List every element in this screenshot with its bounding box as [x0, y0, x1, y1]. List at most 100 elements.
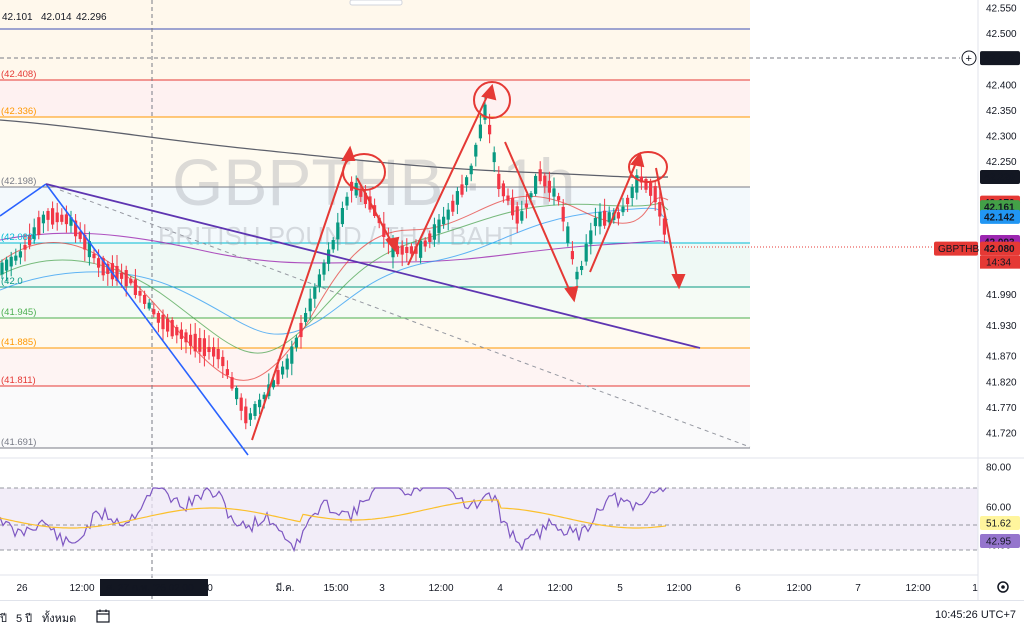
trendline-dashed[interactable]	[59, 189, 751, 448]
candle-body	[543, 175, 547, 187]
candle-body	[442, 216, 446, 225]
candle-body	[547, 180, 551, 193]
price-label-badge[interactable]	[980, 209, 1020, 224]
fib-label: (42.0	[1, 276, 23, 287]
candle-body	[28, 235, 32, 246]
candle-body	[313, 286, 317, 299]
price-tick-label: 42.500	[986, 29, 1017, 40]
price-label-badge[interactable]	[980, 241, 1020, 256]
candle-body	[248, 413, 252, 420]
rsi-value-badge[interactable]	[980, 534, 1020, 548]
candle-body	[55, 212, 59, 223]
candle-body	[101, 257, 105, 276]
price-tick-label: 41.870	[986, 352, 1017, 363]
candle-body	[156, 312, 160, 323]
candle-body	[644, 178, 648, 190]
candle-body	[465, 177, 469, 186]
candle-body	[175, 327, 179, 336]
candle-body	[198, 337, 202, 352]
candle-body	[322, 262, 326, 275]
candle-body	[598, 211, 602, 227]
symbol-tag[interactable]	[934, 241, 978, 256]
ohlc-low: 42.296	[76, 12, 107, 23]
candle-body	[423, 240, 427, 247]
candle-body	[207, 346, 211, 353]
fib-label: (41.811)	[1, 375, 36, 386]
candle-body	[23, 244, 27, 250]
candle-body	[179, 329, 183, 339]
candle-body	[97, 258, 101, 268]
price-label-badge[interactable]	[980, 169, 1020, 184]
candle-body	[110, 263, 114, 280]
candle-body	[524, 203, 528, 208]
candle-body	[285, 358, 289, 370]
time-axis[interactable]: 26 12:00 ศ. 27 ก.พ. '26 02:00 0 มี.ค. 15:00 3 1…	[16, 579, 978, 596]
calendar-icon[interactable]	[96, 609, 110, 623]
candle-body	[304, 312, 308, 322]
rsi-value-text: 42.95	[986, 537, 1011, 548]
candle-body	[262, 394, 266, 400]
price-axis[interactable]: 42.550 42.500 42.400 42.350 42.300 42.250 41.9…	[934, 4, 1020, 440]
candle-body	[92, 253, 96, 259]
candle-body	[271, 380, 275, 388]
price-label-text: 42.080	[984, 244, 1015, 255]
price-label-text: 42.452	[984, 54, 1015, 65]
candle-body	[290, 346, 294, 364]
time-tick-label: 7	[855, 583, 861, 594]
clock-display[interactable]: 10:45:26 UTC+7	[934, 609, 1016, 621]
range-button-all[interactable]: ทั้งหมด	[42, 613, 77, 625]
rsi-value-badge[interactable]	[980, 516, 1020, 530]
candle-body	[83, 234, 87, 250]
range-button-5y[interactable]: 5 ปี	[16, 613, 33, 625]
trendline-blue[interactable]	[45, 183, 249, 456]
fib-labels: (42.408) (42.336) (42.198) (42.089) (42.0 (41…	[1, 69, 36, 448]
time-tick-label: 12:00	[428, 583, 453, 594]
candle-body	[621, 206, 625, 213]
price-tick-label: 42.400	[986, 80, 1017, 91]
fib-label: (41.691)	[1, 437, 36, 448]
candle-body	[212, 347, 216, 357]
time-tick-label: 12:00	[69, 583, 94, 594]
candle-body	[497, 173, 501, 190]
candle-body	[281, 366, 285, 375]
candle-body	[244, 406, 248, 424]
rsi-line[interactable]	[0, 487, 667, 553]
candle-body	[18, 251, 22, 258]
range-button-year[interactable]: ปี	[0, 613, 7, 625]
candle-body	[488, 124, 492, 135]
candle-body	[340, 208, 344, 225]
add-alert-button[interactable]: +	[961, 50, 977, 66]
rsi-ma-line[interactable]	[0, 499, 667, 529]
candle-body	[230, 377, 234, 389]
trendline-purple[interactable]	[45, 183, 701, 349]
price-tick-label: 41.720	[986, 429, 1017, 440]
gear-icon[interactable]	[997, 581, 1009, 593]
trendline-blue[interactable]	[0, 183, 47, 217]
candle-body	[382, 223, 386, 237]
bottom-toolbar: ปี 5 ปี ทั้งหมด 10:45:26 UTC+7	[0, 600, 1024, 631]
price-tick-label: 42.350	[986, 106, 1017, 117]
fib-label: (42.336)	[1, 106, 36, 117]
candle-body	[235, 387, 239, 400]
ma-purple-line[interactable]	[0, 232, 669, 264]
candle-body	[451, 200, 455, 212]
candle-body	[216, 348, 220, 360]
candle-body	[584, 243, 588, 262]
price-label-text: 42.161	[984, 203, 1015, 214]
price-label-badge[interactable]	[980, 51, 1020, 66]
top-toolbar-stub[interactable]	[349, 0, 403, 6]
candle-body	[359, 190, 363, 197]
candle-body	[336, 222, 340, 240]
price-tick-label: 41.820	[986, 377, 1017, 388]
candle-body	[184, 332, 188, 343]
candle-body	[391, 242, 395, 258]
candle-body	[437, 219, 441, 233]
ma-green-line[interactable]	[0, 202, 669, 354]
candle-body	[529, 193, 533, 198]
candle-body	[474, 144, 478, 157]
candle-body	[225, 369, 229, 376]
ma-200-line[interactable]	[0, 119, 669, 178]
